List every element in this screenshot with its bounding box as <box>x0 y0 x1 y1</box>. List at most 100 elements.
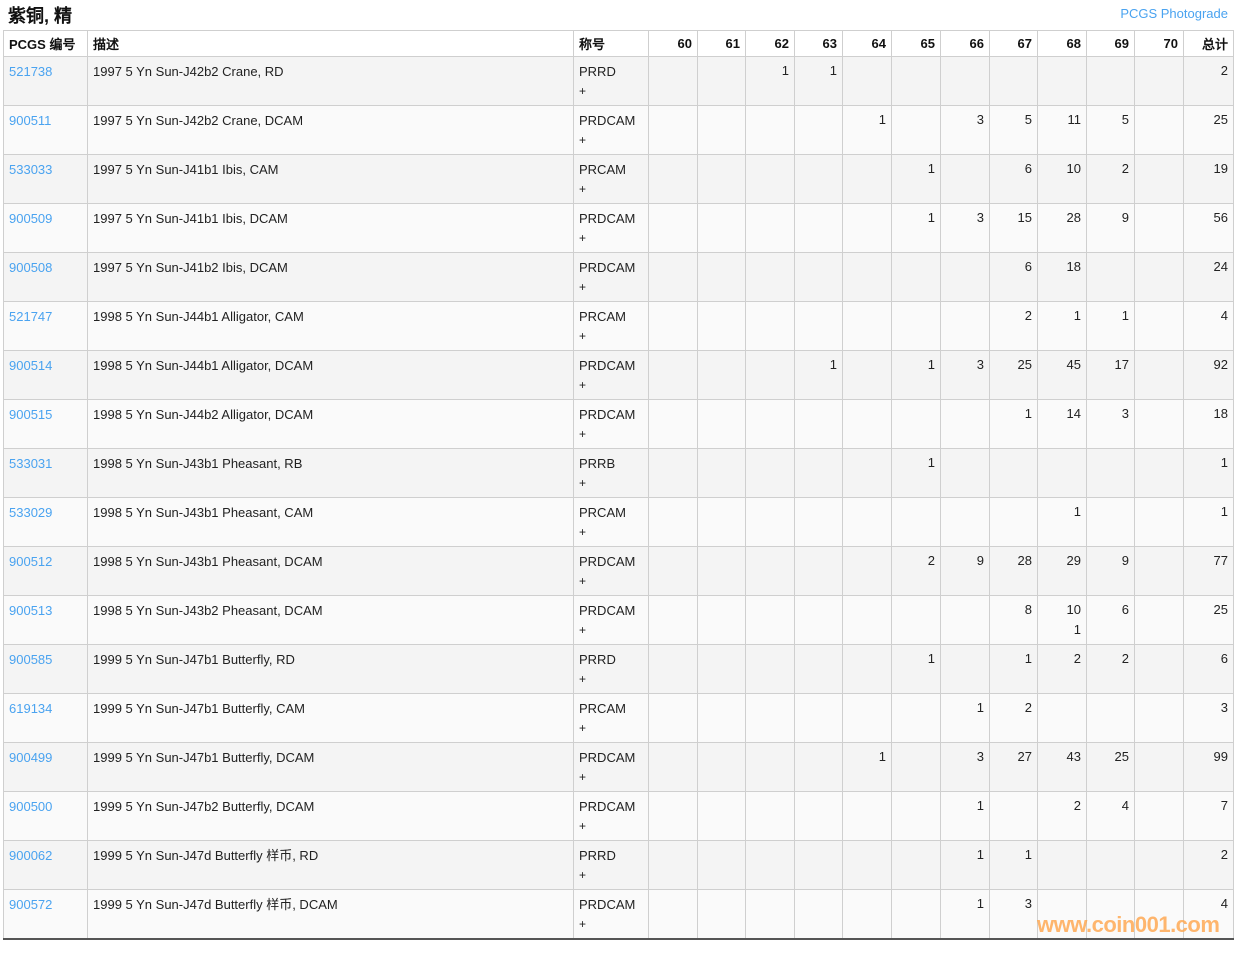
description-cell: 1999 5 Yn Sun-J47b2 Butterfly, DCAM <box>87 791 574 841</box>
grade-69-cell: 4 <box>1086 791 1135 841</box>
grade-66-cell <box>940 252 990 302</box>
total-cell: 25 <box>1183 105 1234 155</box>
grade-63-cell <box>794 399 843 449</box>
grade-67-cell <box>989 791 1038 841</box>
expand-plus[interactable]: + <box>579 672 587 686</box>
grade-66-cell: 1 <box>940 889 990 940</box>
grade-66-cell <box>940 154 990 204</box>
grade-67-cell: 3 <box>989 889 1038 940</box>
grade-63-cell <box>794 742 843 792</box>
grade-69-cell <box>1086 840 1135 890</box>
pcgs-no-link[interactable]: 900508 <box>9 260 53 275</box>
grade-65-cell <box>891 693 941 743</box>
description-cell: 1999 5 Yn Sun-J47b1 Butterfly, CAM <box>87 693 574 743</box>
grade-70-cell <box>1134 56 1184 106</box>
designation-cell: PRDCAM + <box>573 105 649 155</box>
expand-plus[interactable]: + <box>579 574 587 588</box>
table-row: 900585 1999 5 Yn Sun-J47b1 Butterfly, RD P… <box>3 644 1234 694</box>
designation-cell: PRCAM + <box>573 497 649 547</box>
header-grade-70: 70 <box>1134 30 1184 57</box>
pcgs-no-link[interactable]: 900513 <box>9 603 53 618</box>
header-grade-69: 69 <box>1086 30 1135 57</box>
expand-plus[interactable]: + <box>579 868 587 882</box>
grade-62-cell <box>745 448 795 498</box>
expand-plus[interactable]: + <box>579 819 587 833</box>
expand-plus[interactable]: + <box>579 917 587 931</box>
designation: PRRD <box>579 652 616 667</box>
grade-68-cell: 29 <box>1037 546 1087 596</box>
pcgs-no-link[interactable]: 900499 <box>9 750 53 765</box>
expand-plus[interactable]: + <box>579 770 587 784</box>
description-cell: 1998 5 Yn Sun-J44b2 Alligator, DCAM <box>87 399 574 449</box>
designation: PRCAM <box>579 505 626 520</box>
expand-plus[interactable]: + <box>579 329 587 343</box>
grade-62-cell <box>745 301 795 351</box>
grade-67-cell <box>989 497 1038 547</box>
pcgs-no-link[interactable]: 521747 <box>9 309 53 324</box>
grade-70-cell <box>1134 595 1184 645</box>
pcgs-no-link[interactable]: 900514 <box>9 358 53 373</box>
designation: PRDCAM <box>579 358 636 373</box>
grade-65-cell <box>891 497 941 547</box>
pcgs-no-link[interactable]: 900585 <box>9 652 53 667</box>
expand-plus[interactable]: + <box>579 231 587 245</box>
grade-62-cell <box>745 644 795 694</box>
header-grade-60: 60 <box>648 30 698 57</box>
grade-62-cell <box>745 154 795 204</box>
grade-60-cell <box>648 693 698 743</box>
description-cell: 1999 5 Yn Sun-J47d Butterfly 样币, RD <box>87 840 574 890</box>
grade-70-cell <box>1134 546 1184 596</box>
pcgs-no-link[interactable]: 900509 <box>9 211 53 226</box>
grade-63-cell: 1 <box>794 350 843 400</box>
expand-plus[interactable]: + <box>579 378 587 392</box>
pcgs-no-link[interactable]: 900515 <box>9 407 53 422</box>
pcgs-no-link[interactable]: 533029 <box>9 505 53 520</box>
pcgs-no-link[interactable]: 900511 <box>9 113 52 128</box>
expand-plus[interactable]: + <box>579 476 587 490</box>
expand-plus[interactable]: + <box>579 280 587 294</box>
grade-63-cell <box>794 791 843 841</box>
pcgs-no-link[interactable]: 900062 <box>9 848 53 863</box>
designation: PRDCAM <box>579 407 636 422</box>
expand-plus[interactable]: + <box>579 133 587 147</box>
pcgs-no-link[interactable]: 900500 <box>9 799 53 814</box>
pcgs-no-link[interactable]: 900512 <box>9 554 53 569</box>
pcgs-no-link[interactable]: 521738 <box>9 64 53 79</box>
grade-67-cell: 1 <box>989 399 1038 449</box>
grade-70-cell <box>1134 497 1184 547</box>
expand-plus[interactable]: + <box>579 84 587 98</box>
expand-plus[interactable]: + <box>579 721 587 735</box>
grade-64-cell <box>842 203 892 253</box>
pcgs-no-link[interactable]: 900572 <box>9 897 53 912</box>
grade-61-cell <box>697 840 746 890</box>
grade-68-cell: 2 <box>1037 644 1087 694</box>
grade-69-cell: 1 <box>1086 301 1135 351</box>
grade-68-cell: 10 <box>1037 154 1087 204</box>
pcgs-no-link[interactable]: 533033 <box>9 162 53 177</box>
designation-cell: PRRD + <box>573 56 649 106</box>
expand-plus[interactable]: + <box>579 525 587 539</box>
expand-plus[interactable]: + <box>579 182 587 196</box>
pcgs-no-cell: 533031 <box>3 448 88 498</box>
grade-61-cell <box>697 693 746 743</box>
designation-cell: PRRB + <box>573 448 649 498</box>
grade-60-cell <box>648 840 698 890</box>
expand-plus[interactable]: + <box>579 623 587 637</box>
pcgs-photograde-link[interactable]: PCGS Photograde <box>1120 6 1228 21</box>
pcgs-no-link[interactable]: 533031 <box>9 456 53 471</box>
grade-65-cell <box>891 252 941 302</box>
grade-65-cell <box>891 791 941 841</box>
total-cell: 2 <box>1183 56 1234 106</box>
table-row: 900515 1998 5 Yn Sun-J44b2 Alligator, DCA… <box>3 399 1234 449</box>
grade-70-cell <box>1134 448 1184 498</box>
expand-plus[interactable]: + <box>579 427 587 441</box>
pcgs-no-link[interactable]: 619134 <box>9 701 53 716</box>
grade-63-cell <box>794 154 843 204</box>
description-cell: 1998 5 Yn Sun-J44b1 Alligator, CAM <box>87 301 574 351</box>
header-grade-67: 67 <box>989 30 1038 57</box>
designation-cell: PRCAM + <box>573 301 649 351</box>
designation-cell: PRDCAM + <box>573 203 649 253</box>
grade-68-cell: 45 <box>1037 350 1087 400</box>
grade-61-cell <box>697 154 746 204</box>
grade-64-cell <box>842 56 892 106</box>
